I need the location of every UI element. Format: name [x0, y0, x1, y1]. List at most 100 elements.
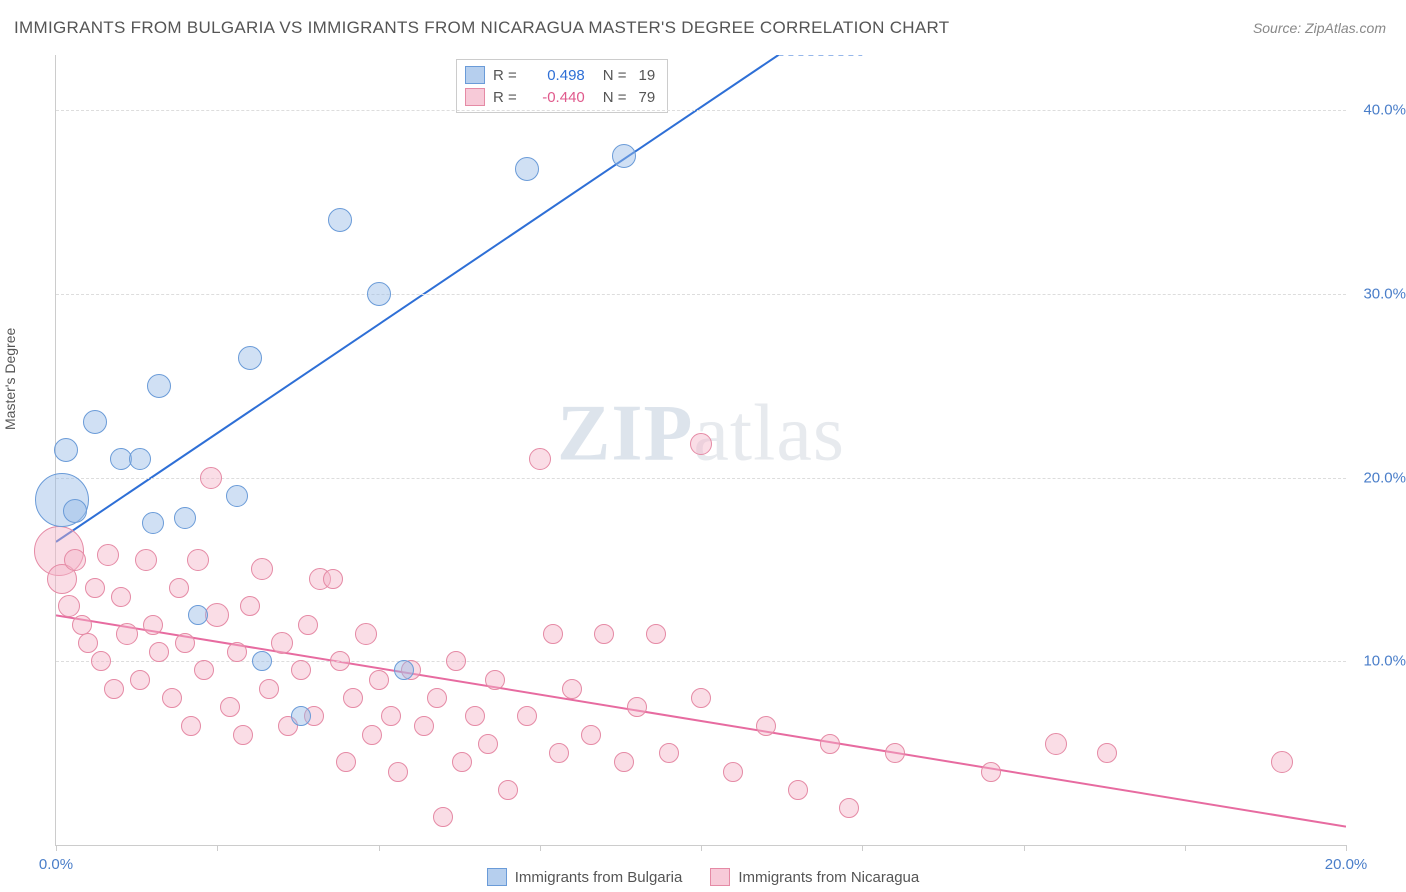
data-point — [104, 679, 124, 699]
data-point — [529, 448, 551, 470]
data-point — [690, 433, 712, 455]
data-point — [381, 706, 401, 726]
data-point — [330, 651, 350, 671]
data-point — [58, 595, 80, 617]
data-point — [149, 642, 169, 662]
r-value-nicaragua: -0.440 — [529, 89, 585, 106]
data-point — [581, 725, 601, 745]
data-point — [394, 660, 414, 680]
data-point — [174, 507, 196, 529]
data-point — [111, 587, 131, 607]
x-tick — [379, 845, 380, 851]
data-point — [465, 706, 485, 726]
data-point — [64, 549, 86, 571]
r-value-bulgaria: 0.498 — [529, 67, 585, 84]
data-point — [200, 467, 222, 489]
n-value-nicaragua: 79 — [639, 89, 656, 106]
watermark-zip: ZIP — [557, 390, 693, 478]
data-point — [362, 725, 382, 745]
series-legend: Immigrants from Bulgaria Immigrants from… — [0, 868, 1406, 886]
data-point — [135, 549, 157, 571]
data-point — [820, 734, 840, 754]
data-point — [142, 512, 164, 534]
data-point — [1271, 751, 1293, 773]
x-tick — [862, 845, 863, 851]
data-point — [129, 448, 151, 470]
x-tick — [540, 845, 541, 851]
data-point — [414, 716, 434, 736]
chart-title: IMMIGRANTS FROM BULGARIA VS IMMIGRANTS F… — [14, 18, 949, 38]
gridline — [56, 294, 1346, 295]
data-point — [251, 558, 273, 580]
data-point — [85, 578, 105, 598]
data-point — [839, 798, 859, 818]
data-point — [54, 438, 78, 462]
data-point — [627, 697, 647, 717]
data-point — [130, 670, 150, 690]
data-point — [614, 752, 634, 772]
x-tick — [1185, 845, 1186, 851]
data-point — [336, 752, 356, 772]
x-tick — [701, 845, 702, 851]
swatch-pink-icon — [710, 868, 730, 886]
data-point — [187, 549, 209, 571]
data-point — [271, 632, 293, 654]
data-point — [63, 499, 87, 523]
legend-item-bulgaria: Immigrants from Bulgaria — [487, 868, 683, 886]
r-label: R = — [493, 89, 517, 106]
data-point — [427, 688, 447, 708]
data-point — [478, 734, 498, 754]
data-point — [240, 596, 260, 616]
r-label: R = — [493, 67, 517, 84]
n-label: N = — [603, 67, 627, 84]
data-point — [78, 633, 98, 653]
data-point — [369, 670, 389, 690]
data-point — [723, 762, 743, 782]
data-point — [343, 688, 363, 708]
data-point — [143, 615, 163, 635]
data-point — [517, 706, 537, 726]
data-point — [549, 743, 569, 763]
data-point — [885, 743, 905, 763]
data-point — [1097, 743, 1117, 763]
data-point — [259, 679, 279, 699]
data-point — [388, 762, 408, 782]
correlation-legend: R = 0.498 N = 19 R = -0.440 N = 79 — [456, 59, 668, 113]
data-point — [162, 688, 182, 708]
data-point — [91, 651, 111, 671]
legend-row-nicaragua: R = -0.440 N = 79 — [465, 86, 655, 108]
data-point — [485, 670, 505, 690]
y-tick-label: 40.0% — [1356, 102, 1406, 119]
gridline — [56, 478, 1346, 479]
data-point — [116, 623, 138, 645]
watermark-atlas: atlas — [693, 390, 845, 478]
data-point — [433, 807, 453, 827]
data-point — [446, 651, 466, 671]
data-point — [147, 374, 171, 398]
x-tick — [1024, 845, 1025, 851]
y-axis-label: Master's Degree — [2, 328, 18, 430]
data-point — [291, 660, 311, 680]
swatch-blue-icon — [487, 868, 507, 886]
data-point — [788, 780, 808, 800]
data-point — [452, 752, 472, 772]
series-label-nicaragua: Immigrants from Nicaragua — [738, 869, 919, 886]
data-point — [298, 615, 318, 635]
swatch-blue-icon — [465, 66, 485, 84]
x-tick — [1346, 845, 1347, 851]
data-point — [181, 716, 201, 736]
data-point — [175, 633, 195, 653]
data-point — [691, 688, 711, 708]
swatch-pink-icon — [465, 88, 485, 106]
data-point — [83, 410, 107, 434]
data-point — [194, 660, 214, 680]
data-point — [97, 544, 119, 566]
data-point — [498, 780, 518, 800]
data-point — [981, 762, 1001, 782]
data-point — [1045, 733, 1067, 755]
y-tick-label: 10.0% — [1356, 653, 1406, 670]
data-point — [226, 485, 248, 507]
data-point — [252, 651, 272, 671]
x-tick — [217, 845, 218, 851]
plot-area: ZIPatlas R = 0.498 N = 19 R = -0.440 N =… — [55, 55, 1346, 846]
